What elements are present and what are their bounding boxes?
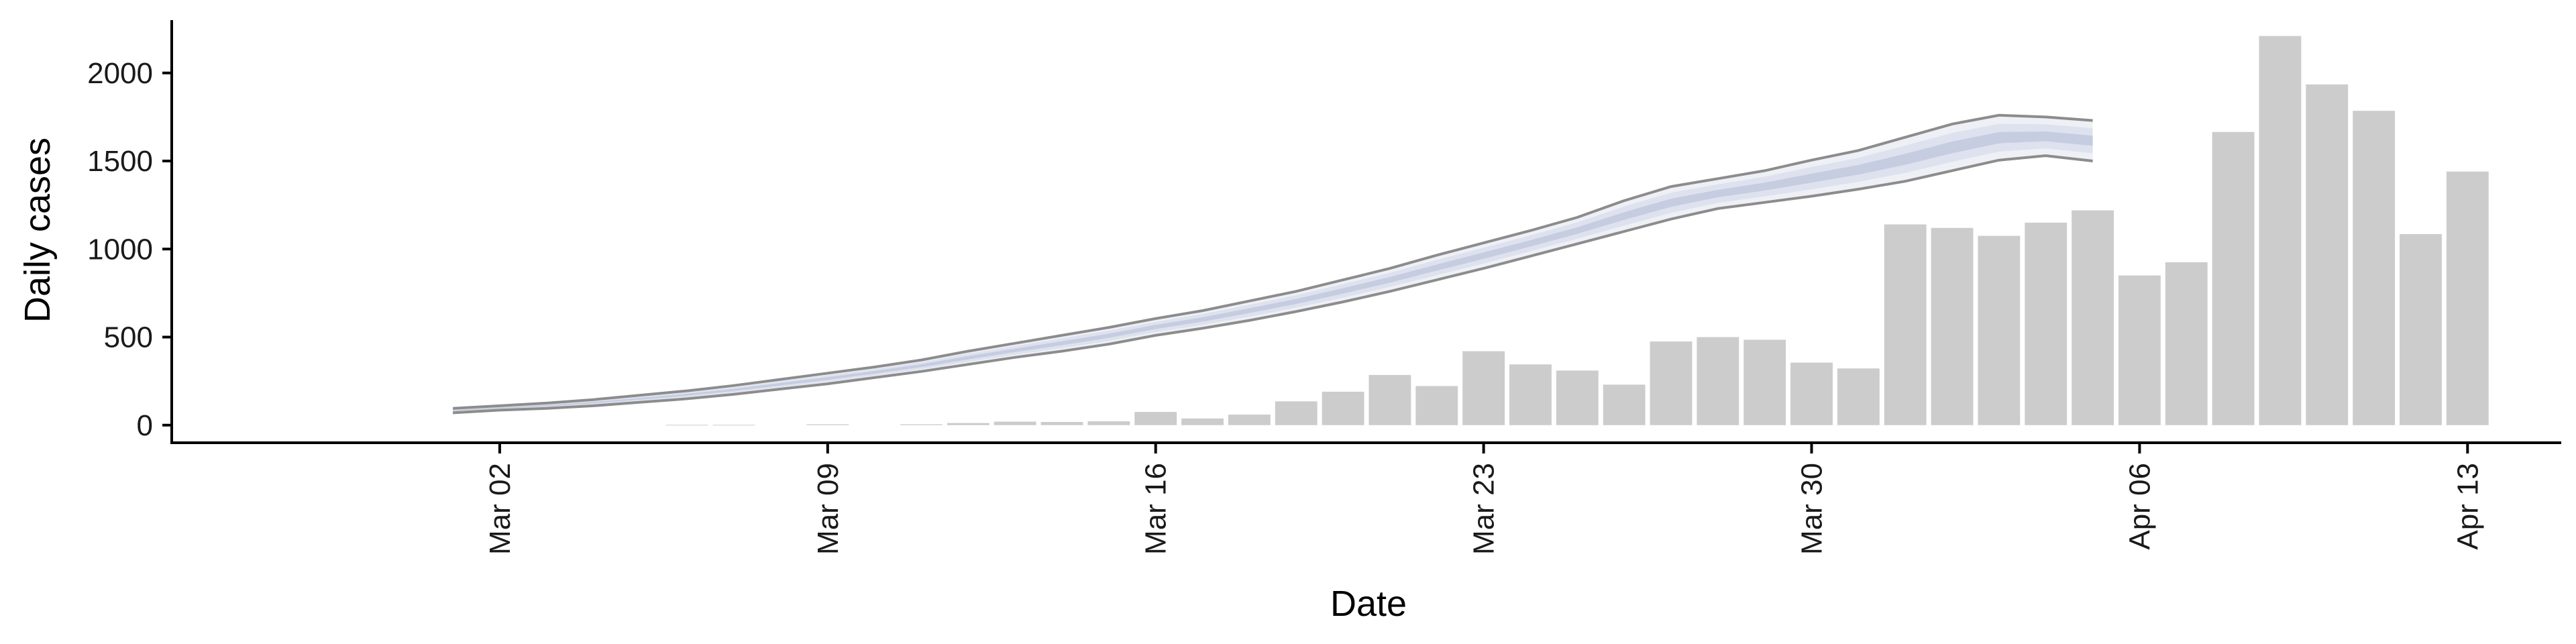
daily-cases-bar (1368, 374, 1411, 425)
daily-cases-bar (1743, 339, 1786, 425)
band-outer (453, 115, 2093, 413)
daily-cases-bar (1931, 227, 1974, 425)
daily-cases-bar (806, 424, 849, 425)
daily-cases-bar (1884, 224, 1927, 425)
daily-cases-bar (1134, 412, 1177, 425)
daily-cases-bar (1415, 386, 1458, 425)
daily-cases-bar (947, 423, 989, 425)
x-tick-label: Apr 06 (2123, 463, 2156, 550)
daily-cases-bar (1509, 364, 1552, 425)
daily-cases-bar (1181, 418, 1224, 425)
x-tick-label: Mar 02 (484, 463, 517, 555)
daily-cases-bar (2165, 262, 2208, 425)
daily-cases-bar (994, 421, 1036, 425)
forecast-band (452, 113, 2093, 415)
band-lower-line (452, 154, 2093, 415)
band-core (453, 131, 2093, 411)
y-tick-label: 2000 (87, 57, 153, 90)
y-tick-label: 1000 (87, 233, 153, 266)
y-axis-ticks: 0 500 1000 1500 2000 (87, 57, 172, 442)
daily-cases-bar (1697, 337, 1739, 425)
y-axis-title: Daily cases (17, 138, 58, 323)
daily-cases-bar (2072, 210, 2114, 425)
daily-cases-bar (1228, 415, 1271, 425)
x-tick-label: Mar 16 (1140, 463, 1173, 555)
daily-cases-bar (1040, 422, 1083, 425)
x-tick-label: Apr 13 (2451, 463, 2484, 550)
daily-cases-bar (2306, 84, 2349, 425)
daily-cases-bar (1462, 351, 1505, 425)
daily-cases-bar (1978, 235, 2021, 425)
daily-cases-bar (900, 424, 943, 425)
daily-cases-bar (1087, 421, 1130, 425)
daily-cases-bars (665, 36, 2489, 426)
daily-cases-bar (1603, 384, 1646, 425)
x-tick-label: Mar 30 (1796, 463, 1829, 555)
y-tick-label: 1500 (87, 145, 153, 178)
x-axis-title: Date (1330, 584, 1407, 624)
daily-cases-bar (2025, 222, 2068, 425)
daily-cases-bar (1322, 391, 1364, 425)
x-tick-label: Mar 09 (812, 463, 845, 555)
axes: 0 500 1000 1500 2000 Mar 02 Mar 09 Mar 16 Mar 2… (87, 20, 2561, 555)
daily-cases-bar (2259, 36, 2302, 425)
band-upper-line (452, 113, 2093, 410)
y-tick-label: 0 (137, 409, 153, 442)
daily-cases-bar (2212, 131, 2255, 425)
daily-cases-bar (1790, 362, 1833, 425)
x-tick-label: Mar 23 (1468, 463, 1501, 555)
daily-cases-bar (2353, 111, 2396, 425)
x-axis-ticks: Mar 02 Mar 09 Mar 16 Mar 23 Mar 30 Apr 06 Apr … (484, 443, 2484, 555)
daily-cases-bar (2400, 233, 2442, 425)
daily-cases-bar (1650, 341, 1693, 425)
daily-cases-bar (2118, 275, 2161, 425)
y-tick-label: 500 (104, 321, 153, 354)
daily-cases-bar (2446, 171, 2489, 425)
band-inner (453, 123, 2093, 413)
daily-cases-bar (1556, 370, 1599, 425)
daily-cases-bar (1275, 401, 1318, 425)
daily-cases-bar (1837, 368, 1880, 425)
